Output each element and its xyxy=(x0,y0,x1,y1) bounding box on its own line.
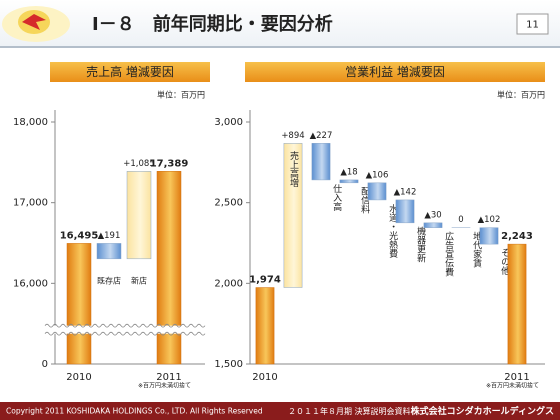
category-label: 新店 xyxy=(131,275,147,285)
y-tick-label: 3,000 xyxy=(214,117,243,128)
delta-label: 0 xyxy=(458,215,463,225)
bar xyxy=(507,243,527,365)
total-label: 2,243 xyxy=(501,231,533,242)
delta-label: ▲142 xyxy=(394,187,417,197)
y-tick-label: 17,000 xyxy=(13,198,48,209)
category-label: 配信料 xyxy=(359,187,370,215)
footer-document: ２０１１年８月期 決算説明会資料 xyxy=(288,406,411,416)
delta-label: +894 xyxy=(281,131,304,141)
bar xyxy=(156,171,182,365)
delta-label: ▲102 xyxy=(478,215,501,225)
total-label: 1,974 xyxy=(249,275,281,286)
x-tick-label: 2011 xyxy=(504,372,529,383)
bar xyxy=(96,243,122,260)
y-tick-label: 18,000 xyxy=(13,117,48,128)
delta-label: ▲106 xyxy=(366,170,389,180)
category-label: 広告宣伝費 xyxy=(443,231,454,278)
bar xyxy=(126,171,152,260)
bar xyxy=(66,243,92,365)
delta-label: ▲191 xyxy=(98,231,121,241)
x-tick-label: 2011 xyxy=(156,372,181,383)
bar xyxy=(283,143,303,288)
page-box xyxy=(516,13,549,35)
bar xyxy=(311,143,331,181)
footer-band xyxy=(0,402,560,420)
y-tick-label: 16,000 xyxy=(13,278,48,289)
bar xyxy=(339,179,359,184)
unit-label: 単位：百万円 xyxy=(497,90,545,100)
y-tick-label: 1,500 xyxy=(214,359,243,370)
bar xyxy=(395,199,415,224)
footnote: ※百万円未満切捨て xyxy=(138,382,191,390)
x-tick-label: 2010 xyxy=(252,372,277,383)
delta-label: ▲18 xyxy=(340,167,357,177)
axis-break-line xyxy=(44,331,206,336)
chart-title-bar xyxy=(50,62,210,82)
page-number: 11 xyxy=(526,20,539,31)
footer-copyright: Copyright 2011 KOSHIDAKA HOLDINGS Co., L… xyxy=(6,407,263,416)
x-tick-label: 2010 xyxy=(66,372,91,383)
category-label: 既存店 xyxy=(97,275,121,285)
chart-title-bar xyxy=(245,62,545,82)
y-tick-label: 0 xyxy=(42,359,48,370)
slide-title: Ⅰ－８ 前年同期比・要因分析 xyxy=(92,13,333,35)
logo xyxy=(2,6,70,42)
axis-break-line xyxy=(44,323,206,328)
chart-title: 営業利益 増減要因 xyxy=(345,64,445,79)
category-label: 仕入高 xyxy=(331,183,342,212)
category-label: 水道・光熱費 xyxy=(387,203,398,259)
footer-company: 株式会社コシダカホールディングス xyxy=(411,405,554,417)
y-tick-label: 2,000 xyxy=(214,278,243,289)
y-tick-label: 2,500 xyxy=(214,198,243,209)
category-label: 機器更新 xyxy=(415,226,426,264)
bar xyxy=(367,182,387,201)
category-label: 地代家賃 xyxy=(471,231,482,269)
unit-label: 単位：百万円 xyxy=(157,90,205,100)
total-label: 16,495 xyxy=(60,230,99,241)
category-label: その他 xyxy=(499,248,510,276)
chart-title: 売上高 増減要因 xyxy=(86,64,174,79)
header-band xyxy=(0,0,560,46)
bar xyxy=(255,287,275,365)
delta-label: ▲227 xyxy=(310,131,333,141)
bar xyxy=(423,222,443,228)
delta-label: +1,085 xyxy=(123,159,154,169)
delta-label: ▲30 xyxy=(424,210,441,220)
bar xyxy=(479,227,499,245)
footnote: ※百万円未満切捨て xyxy=(486,382,539,390)
total-label: 17,389 xyxy=(150,158,189,169)
category-label: 売上高増 xyxy=(288,150,299,188)
axis-break xyxy=(45,325,205,334)
